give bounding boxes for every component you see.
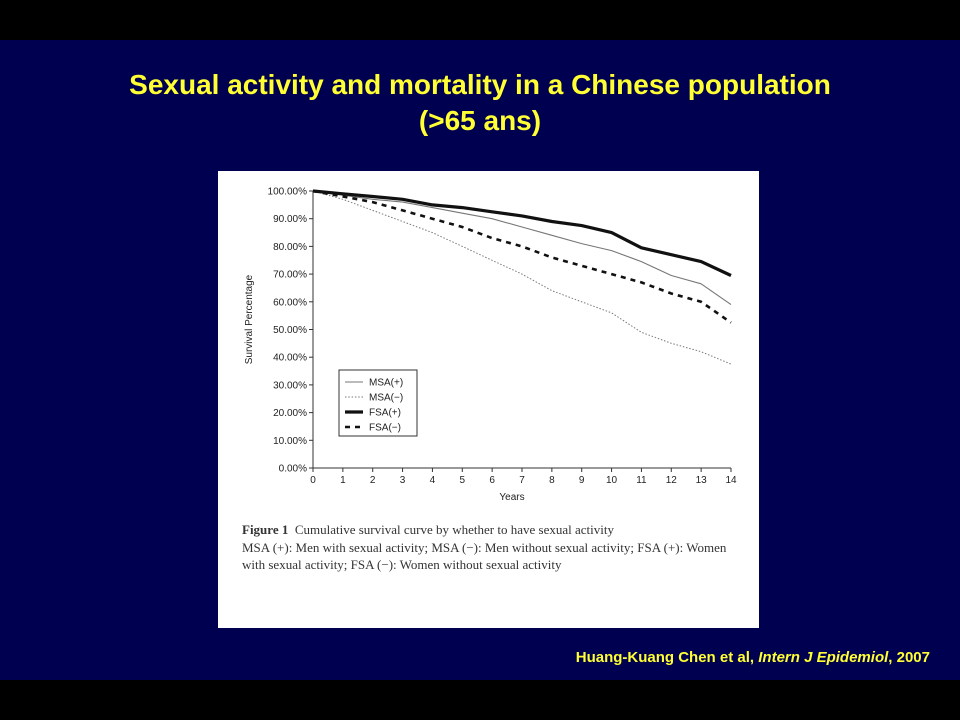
x-tick-label: 2 <box>370 475 376 486</box>
figure-panel: 0.00% 10.00% 20.00% 30.00% 40.00% 50.00% 60.00… <box>218 171 759 628</box>
x-tick-label: 10 <box>606 475 618 486</box>
y-tick-label: 100.00% <box>268 187 308 198</box>
survival-chart: 0.00% 10.00% 20.00% 30.00% 40.00% 50.00% 60.00… <box>244 187 737 504</box>
citation: Huang-Kuang Chen et al, Intern J Epidemi… <box>576 649 930 666</box>
caption-note: MSA (+): Men with sexual activity; MSA (… <box>242 539 727 573</box>
legend-label: MSA(−) <box>369 393 403 404</box>
legend-box <box>338 369 418 437</box>
x-tick-label: 8 <box>549 475 555 486</box>
x-axis-label: Years <box>499 492 524 503</box>
slide-background: Sexual activity and mortality in a Chine… <box>0 40 960 680</box>
citation-year: , 2007 <box>888 649 930 666</box>
slide-title-line2: (>65 ans) <box>418 105 542 136</box>
legend-label: MSA(+) <box>369 378 403 389</box>
legend-label: FSA(−) <box>369 423 401 434</box>
x-tick-label: 1 <box>340 475 346 486</box>
citation-authors: Huang-Kuang Chen et al, <box>575 649 759 666</box>
y-tick-label: 70.00% <box>273 270 307 281</box>
series-line-3 <box>312 189 732 324</box>
slide-title: Sexual activity and mortality in a Chine… <box>0 67 960 139</box>
y-tick-label: 40.00% <box>273 353 307 364</box>
y-tick-label: 10.00% <box>273 436 307 447</box>
caption-title: Cumulative survival curve by whether to … <box>294 522 614 537</box>
figure-caption: Figure 1 Cumulative survival curve by wh… <box>242 521 742 574</box>
x-tick-label: 9 <box>579 475 585 486</box>
x-tick-label: 4 <box>430 475 436 486</box>
y-tick-label: 50.00% <box>273 325 307 336</box>
slide-title-line1: Sexual activity and mortality in a Chine… <box>129 69 831 100</box>
y-tick-label: 80.00% <box>273 242 307 253</box>
series-line-2 <box>312 189 732 277</box>
y-tick-label: 90.00% <box>273 214 307 225</box>
x-tick-label: 0 <box>310 475 316 486</box>
y-tick-label: 20.00% <box>273 408 307 419</box>
citation-journal: Intern J Epidemiol <box>758 649 889 666</box>
y-tick-label: 30.00% <box>273 380 307 391</box>
x-tick-label: 7 <box>519 475 525 486</box>
series-line-0 <box>312 190 732 306</box>
x-tick-label: 12 <box>666 475 678 486</box>
x-tick-label: 3 <box>400 475 406 486</box>
caption-label: Figure 1 <box>242 522 289 537</box>
x-tick-label: 11 <box>636 475 647 486</box>
y-tick-label: 60.00% <box>273 297 307 308</box>
y-axis-label: Survival Percentage <box>244 274 255 364</box>
x-tick-label: 14 <box>725 475 737 486</box>
x-tick-label: 13 <box>696 475 708 486</box>
legend-label: FSA(+) <box>369 408 401 419</box>
y-tick-label: 0.00% <box>279 464 307 475</box>
series-line-1 <box>312 190 732 365</box>
x-tick-label: 5 <box>460 475 466 486</box>
x-tick-label: 6 <box>489 475 495 486</box>
